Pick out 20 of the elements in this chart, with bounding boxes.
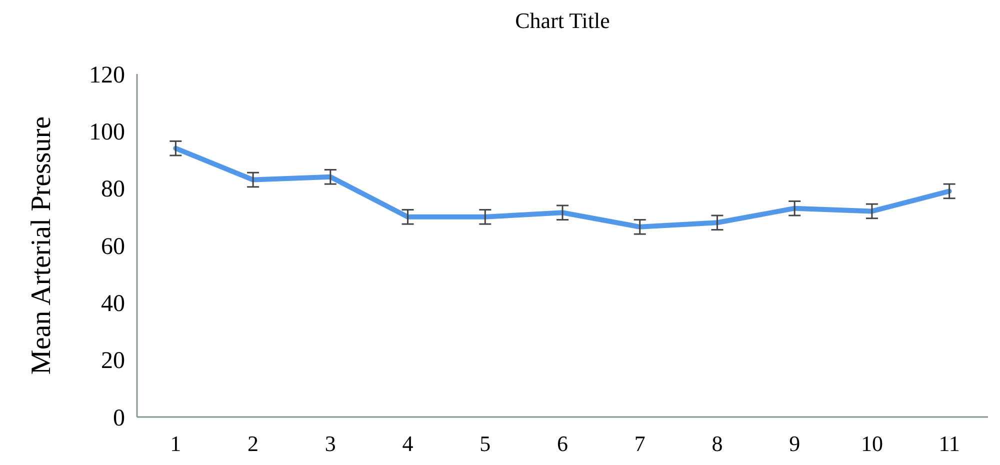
y-tick-label: 100 — [89, 120, 125, 146]
x-tick-label: 2 — [248, 431, 259, 456]
x-tick-label: 1 — [170, 431, 182, 456]
y-tick-label: 0 — [113, 405, 125, 432]
x-tick-label: 3 — [324, 431, 336, 456]
x-tick-label: 11 — [938, 431, 960, 456]
chart-title: Chart Title — [515, 8, 610, 33]
y-tick-label: 60 — [101, 234, 125, 260]
y-tick-label: 20 — [101, 348, 125, 374]
x-tick-label: 9 — [789, 431, 800, 456]
y-axis-title: Mean Arterial Pressure — [26, 116, 57, 375]
x-tick-label: 7 — [634, 431, 646, 456]
x-tick-label: 6 — [557, 431, 568, 456]
x-tick-label: 10 — [860, 431, 883, 456]
x-tick-label: 8 — [712, 431, 723, 456]
y-tick-label: 120 — [89, 62, 125, 88]
x-tick-label: 4 — [402, 431, 414, 456]
x-tick-label: 5 — [480, 431, 491, 456]
y-tick-label: 40 — [101, 291, 125, 318]
y-tick-label: 80 — [101, 176, 125, 203]
